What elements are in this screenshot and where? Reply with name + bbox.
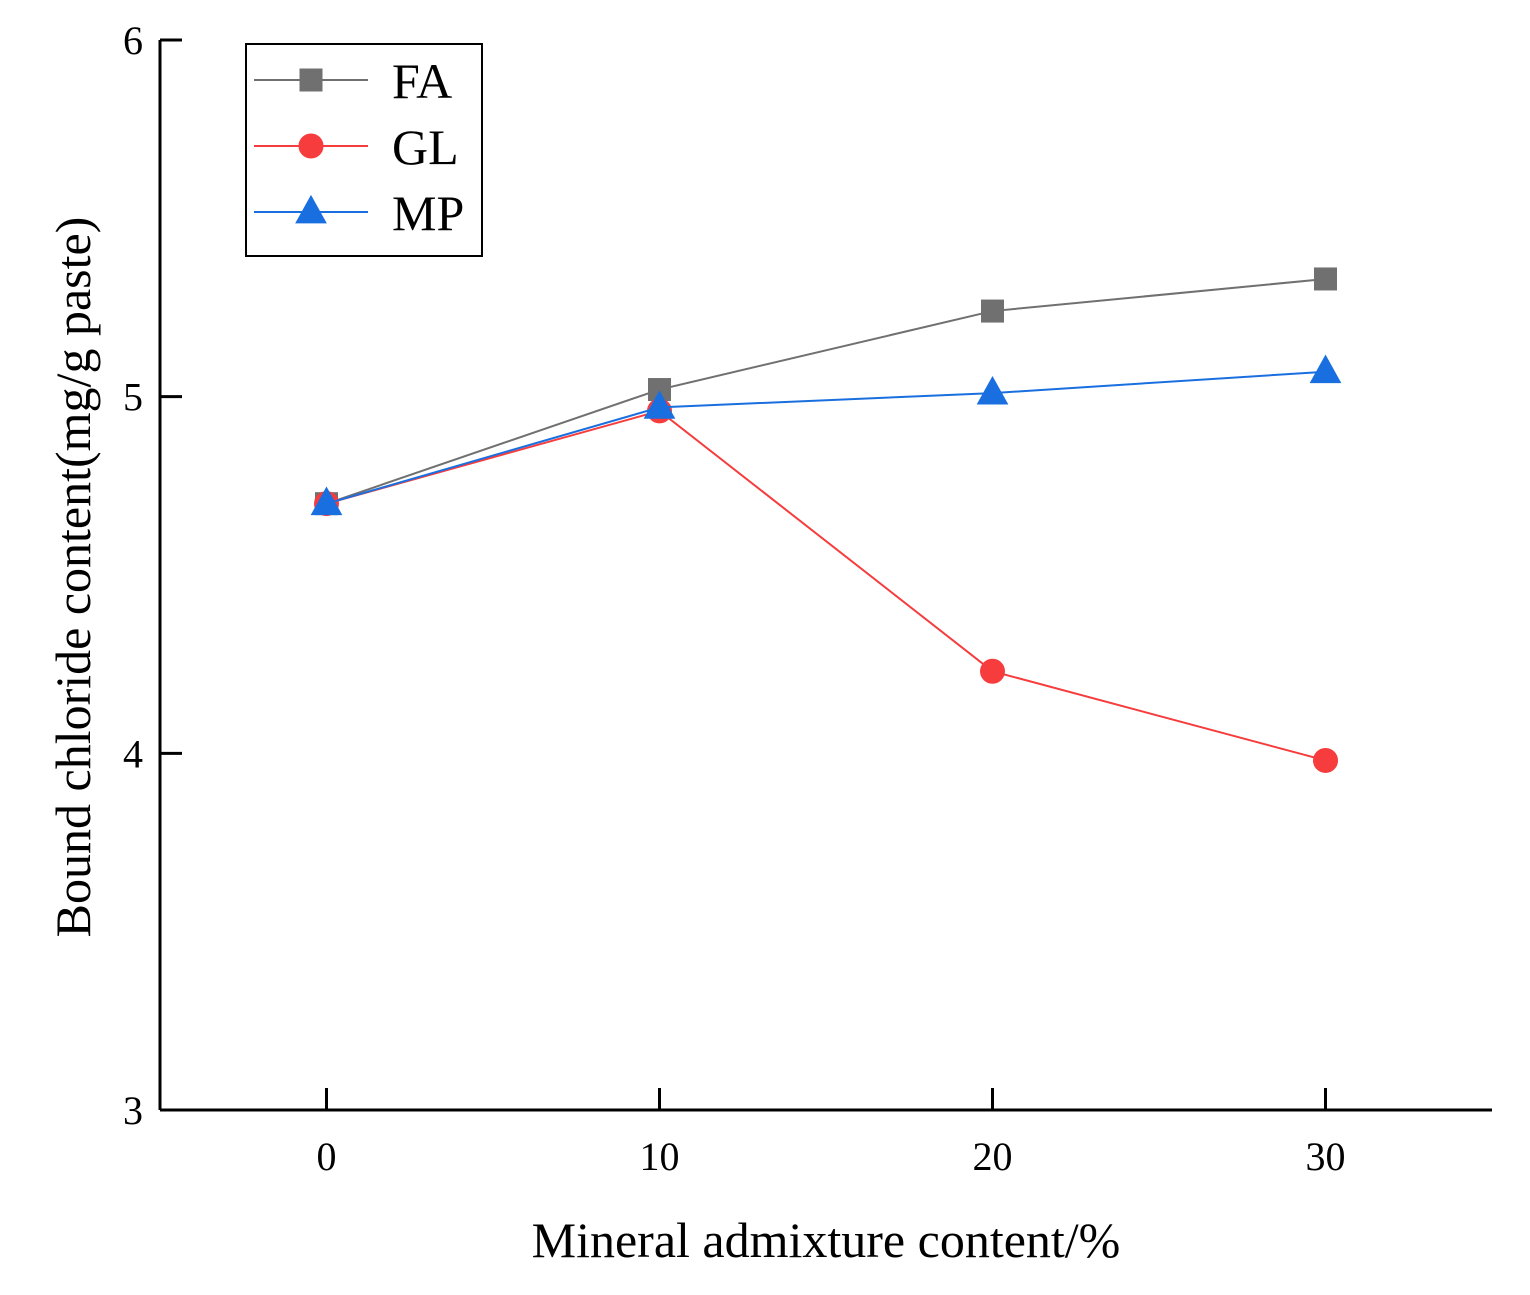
data-point-gl <box>980 658 1005 684</box>
y-tick-label: 6 <box>123 18 143 63</box>
data-point-gl <box>1313 747 1338 773</box>
legend-marker-mp <box>295 194 327 224</box>
legend-label-mp: MP <box>392 185 464 241</box>
y-tick-label: 3 <box>123 1088 143 1133</box>
data-point-mp <box>643 390 676 419</box>
data-point-fa <box>981 299 1004 323</box>
legend-item-fa: FA <box>254 53 452 109</box>
series-layer <box>310 267 1342 773</box>
y-ticks: 3 4 5 6 <box>123 18 182 1133</box>
legend-item-gl: GL <box>254 119 459 175</box>
legend-item-mp: MP <box>254 185 464 241</box>
y-axis-title: Bound chloride content(mg/g paste) <box>45 217 101 938</box>
x-tick-label: 20 <box>973 1134 1013 1179</box>
series-mp <box>310 354 1342 516</box>
x-tick-label: 0 <box>317 1134 337 1179</box>
data-point-fa <box>1314 267 1337 291</box>
x-tick-label: 10 <box>640 1134 680 1179</box>
series-line-gl <box>326 409 1326 762</box>
legend: FA GL MP <box>245 43 483 257</box>
data-point-mp <box>310 486 343 516</box>
data-point-mp <box>976 375 1009 405</box>
legend-marker-fa <box>299 68 323 92</box>
series-line-fa <box>326 277 1326 505</box>
y-tick-label: 4 <box>123 731 143 776</box>
x-axis-title: Mineral admixture content/% <box>532 1212 1121 1268</box>
x-ticks: 0 10 20 30 <box>317 1088 1346 1179</box>
series-line-mp <box>326 370 1326 505</box>
x-tick-label: 30 <box>1306 1134 1346 1179</box>
legend-label-fa: FA <box>392 53 452 109</box>
y-tick-label: 5 <box>123 375 143 420</box>
legend-label-gl: GL <box>392 119 459 175</box>
series-fa <box>315 267 1337 516</box>
legend-marker-gl <box>298 133 324 159</box>
axes <box>158 40 1492 1112</box>
data-point-mp <box>1309 354 1342 384</box>
